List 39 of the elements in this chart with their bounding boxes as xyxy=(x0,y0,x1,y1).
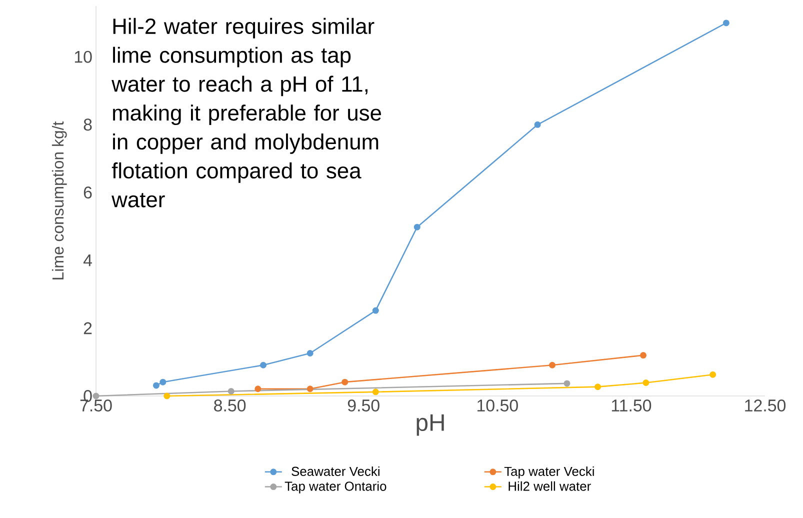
legend-label: Hil2 well water xyxy=(508,481,591,491)
y-tick-label: 2 xyxy=(84,322,92,334)
point xyxy=(372,388,379,396)
legend-label: Tap water Vecki xyxy=(504,466,594,479)
point xyxy=(372,307,379,314)
point xyxy=(254,386,262,392)
x-tick-label: 8.50 xyxy=(214,400,246,412)
point xyxy=(594,384,602,390)
point xyxy=(164,392,170,400)
point xyxy=(640,352,646,359)
y-tick-label: 6 xyxy=(84,186,92,199)
x-tick-label: 12.50 xyxy=(745,400,786,412)
point xyxy=(160,378,166,386)
point xyxy=(549,362,556,368)
point xyxy=(306,350,314,357)
point xyxy=(564,380,570,387)
point xyxy=(228,388,234,394)
x-axis-title: pH xyxy=(416,414,444,436)
x-tick-label: 9.50 xyxy=(348,400,380,412)
legend-label: Seawater Vecki xyxy=(292,466,380,476)
point xyxy=(414,224,420,230)
x-tick-label: 10.50 xyxy=(478,400,518,412)
point xyxy=(642,380,650,386)
point xyxy=(92,392,100,400)
y-tick-label: 10 xyxy=(74,50,92,63)
point xyxy=(710,371,716,378)
point xyxy=(342,378,348,386)
x-tick-label: 11.50 xyxy=(612,400,652,412)
point xyxy=(306,386,314,392)
point xyxy=(534,121,541,128)
point xyxy=(152,382,160,389)
annotation: Hil-2 water requires similar lime consumption as tap water to reach a pH of 11, making it preferable for use in copper and molybdenum flotation compared to sea water xyxy=(112,18,382,208)
point xyxy=(260,362,267,368)
legend-label: Tap water Ontario xyxy=(284,481,386,494)
y-axis-title: Lime consumption kg/t xyxy=(52,121,67,280)
x-tick-label: 7.50 xyxy=(80,400,112,412)
y-tick-label: 8 xyxy=(84,118,92,131)
y-tick-label: 4 xyxy=(83,254,92,266)
point xyxy=(722,20,730,26)
